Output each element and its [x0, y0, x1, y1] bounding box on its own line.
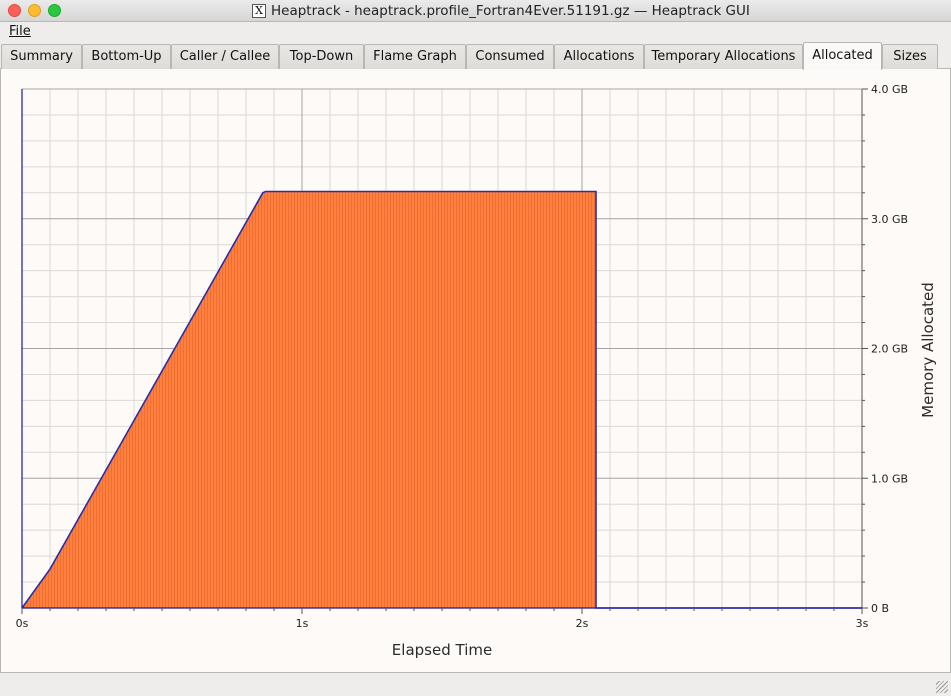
tab-bar: Summary Bottom-Up Caller / Callee Top-Do…: [0, 42, 951, 70]
tab-consumed[interactable]: Consumed: [466, 44, 554, 69]
title-bar: X Heaptrack - heaptrack.profile_Fortran4…: [0, 0, 951, 22]
allocated-chart[interactable]: 0s 1s 2s 3s0 B 1.0 GB 2.0 GB 3.0 GB 4.0 GB Elap…: [1, 69, 950, 673]
tab-bottom-up[interactable]: Bottom-Up: [82, 44, 171, 69]
y-tick-label: 2.0 GB: [871, 343, 908, 356]
y-axis-label: Memory Allocated: [919, 282, 937, 418]
resize-grip-icon[interactable]: [936, 681, 948, 693]
close-window-button[interactable]: [8, 4, 21, 17]
minimize-window-button[interactable]: [28, 4, 41, 17]
x-tick-label: 2s: [576, 617, 589, 630]
y-tick-label: 0 B: [871, 602, 889, 615]
status-bar: [0, 673, 951, 696]
x-tick-label: 1s: [296, 617, 309, 630]
x11-app-icon: X: [252, 4, 266, 18]
menu-bar: File: [0, 22, 951, 42]
x-axis-label: Elapsed Time: [392, 641, 492, 659]
x-tick-label: 0s: [16, 617, 29, 630]
maximize-window-button[interactable]: [48, 4, 61, 17]
x-tick-label: 3s: [856, 617, 869, 630]
tab-sizes[interactable]: Sizes: [882, 44, 938, 69]
tab-top-down[interactable]: Top-Down: [279, 44, 364, 69]
allocated-area-fill: [22, 191, 862, 608]
tab-flame-graph[interactable]: Flame Graph: [364, 44, 466, 69]
tab-temporary-allocations[interactable]: Temporary Allocations: [644, 44, 803, 69]
y-tick-label: 3.0 GB: [871, 213, 908, 226]
tab-caller-callee[interactable]: Caller / Callee: [171, 44, 279, 69]
y-tick-label: 4.0 GB: [871, 83, 908, 96]
menu-file[interactable]: File: [9, 24, 31, 39]
y-tick-label: 1.0 GB: [871, 472, 908, 485]
window-title: Heaptrack - heaptrack.profile_Fortran4Ev…: [271, 3, 750, 19]
tab-allocations[interactable]: Allocations: [554, 44, 644, 69]
tab-allocated[interactable]: Allocated: [803, 42, 882, 70]
allocated-chart-panel: 0s 1s 2s 3s 0 B 1.0 GB 2.0 GB 3.0 GB 4.0 GB Elap…: [0, 69, 951, 673]
tab-summary[interactable]: Summary: [1, 44, 82, 69]
chart-axes: 0s 1s 2s 3s0 B 1.0 GB 2.0 GB 3.0 GB 4.0 GB: [16, 83, 908, 630]
